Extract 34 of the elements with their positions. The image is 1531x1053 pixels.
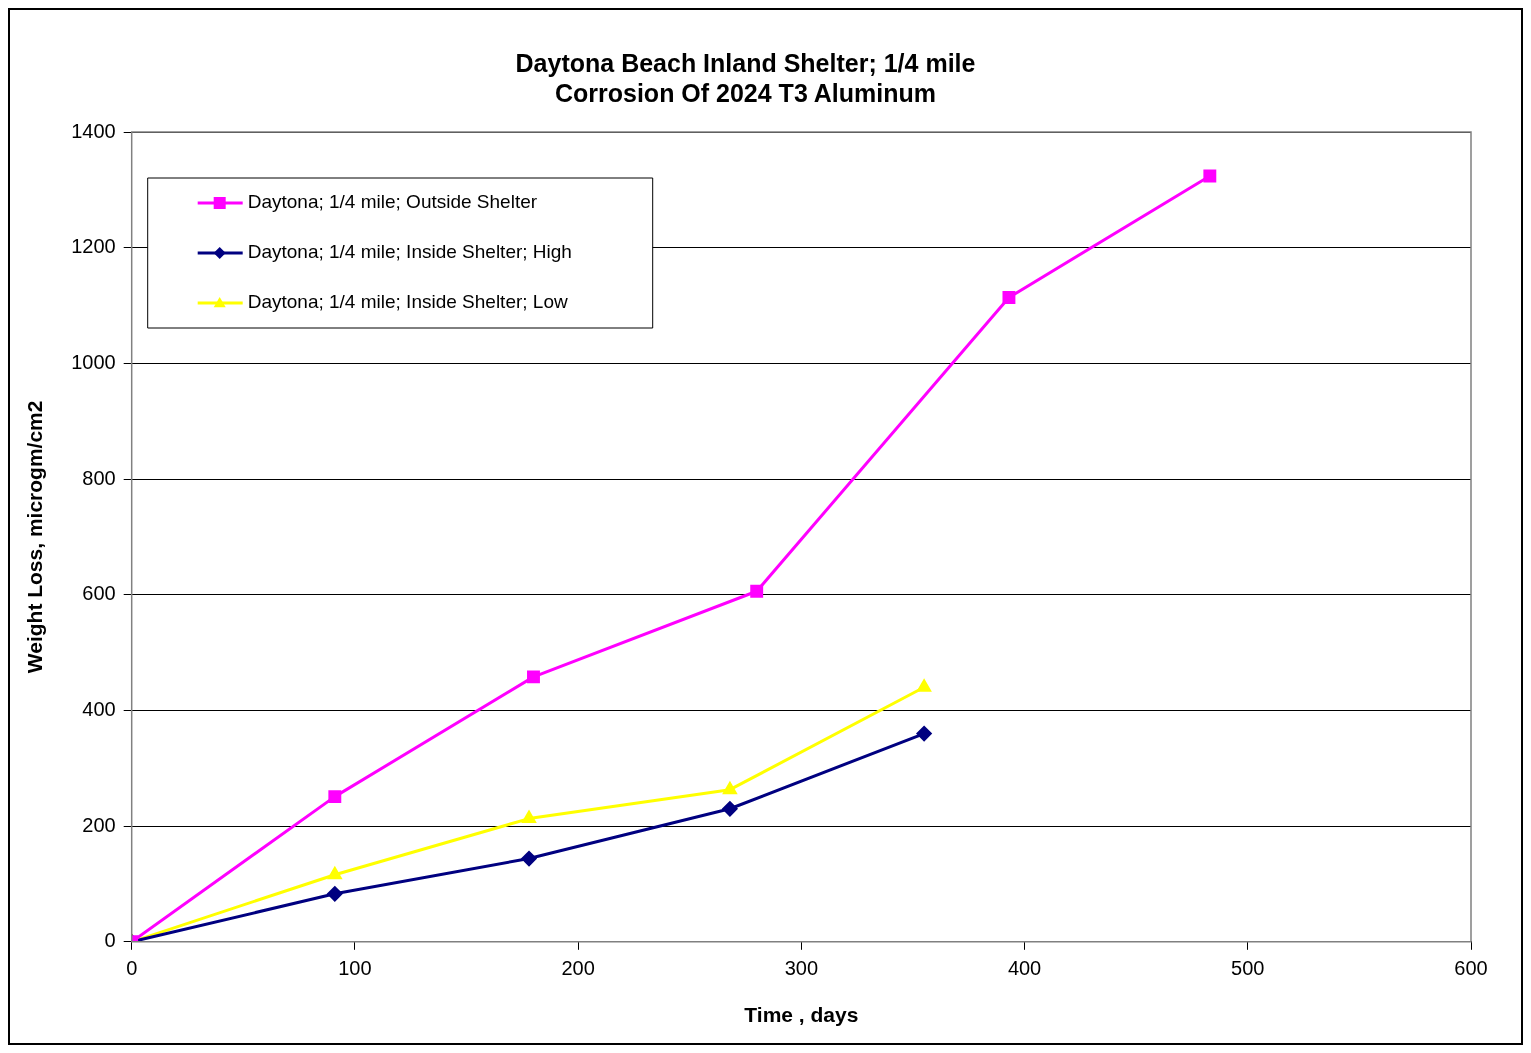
x-tick-label: 400 [1007, 957, 1042, 980]
point [722, 801, 738, 817]
x-tick-label: 600 [1454, 957, 1488, 980]
point [328, 790, 342, 804]
x-tick-label: 300 [784, 957, 819, 980]
point [328, 867, 342, 880]
legend-label: Daytona; 1/4 mile; Outside Shelter [247, 191, 538, 213]
y-tick-label: 800 [82, 466, 116, 489]
point [521, 851, 537, 867]
y-tick-label: 1000 [71, 350, 116, 373]
y-axis-title: Weight Loss, microgm/cm2 [23, 400, 47, 674]
point [527, 670, 540, 684]
x-tick-label: 100 [338, 957, 372, 980]
point [1203, 169, 1217, 183]
chart-title: Daytona Beach Inland Shelter; 1/4 mile Corrosion Of 2024 T3 Aluminum [515, 48, 976, 107]
x-tick-label: 200 [561, 957, 595, 980]
point [522, 811, 536, 824]
y-tick-label: 200 [82, 813, 116, 836]
y-tick-label: 0 [104, 929, 116, 952]
y-tick-label: 1400 [71, 119, 116, 142]
legend-label: Daytona; 1/4 mile; Inside Shelter; High [247, 241, 572, 263]
y-tick-label: 600 [82, 582, 116, 605]
legend-label: Daytona; 1/4 mile; Inside Shelter; Low [247, 291, 568, 313]
point [750, 584, 764, 598]
y-tick-label: 1200 [71, 235, 116, 258]
point [723, 782, 737, 795]
x-tick-label: 0 [126, 957, 138, 980]
point [1002, 290, 1016, 304]
x-tick-label: 500 [1231, 957, 1265, 980]
x-axis-title: Time , days [744, 1003, 859, 1027]
y-tick-label: 400 [82, 697, 116, 720]
point [917, 679, 931, 692]
point [916, 726, 932, 742]
point [327, 886, 343, 902]
